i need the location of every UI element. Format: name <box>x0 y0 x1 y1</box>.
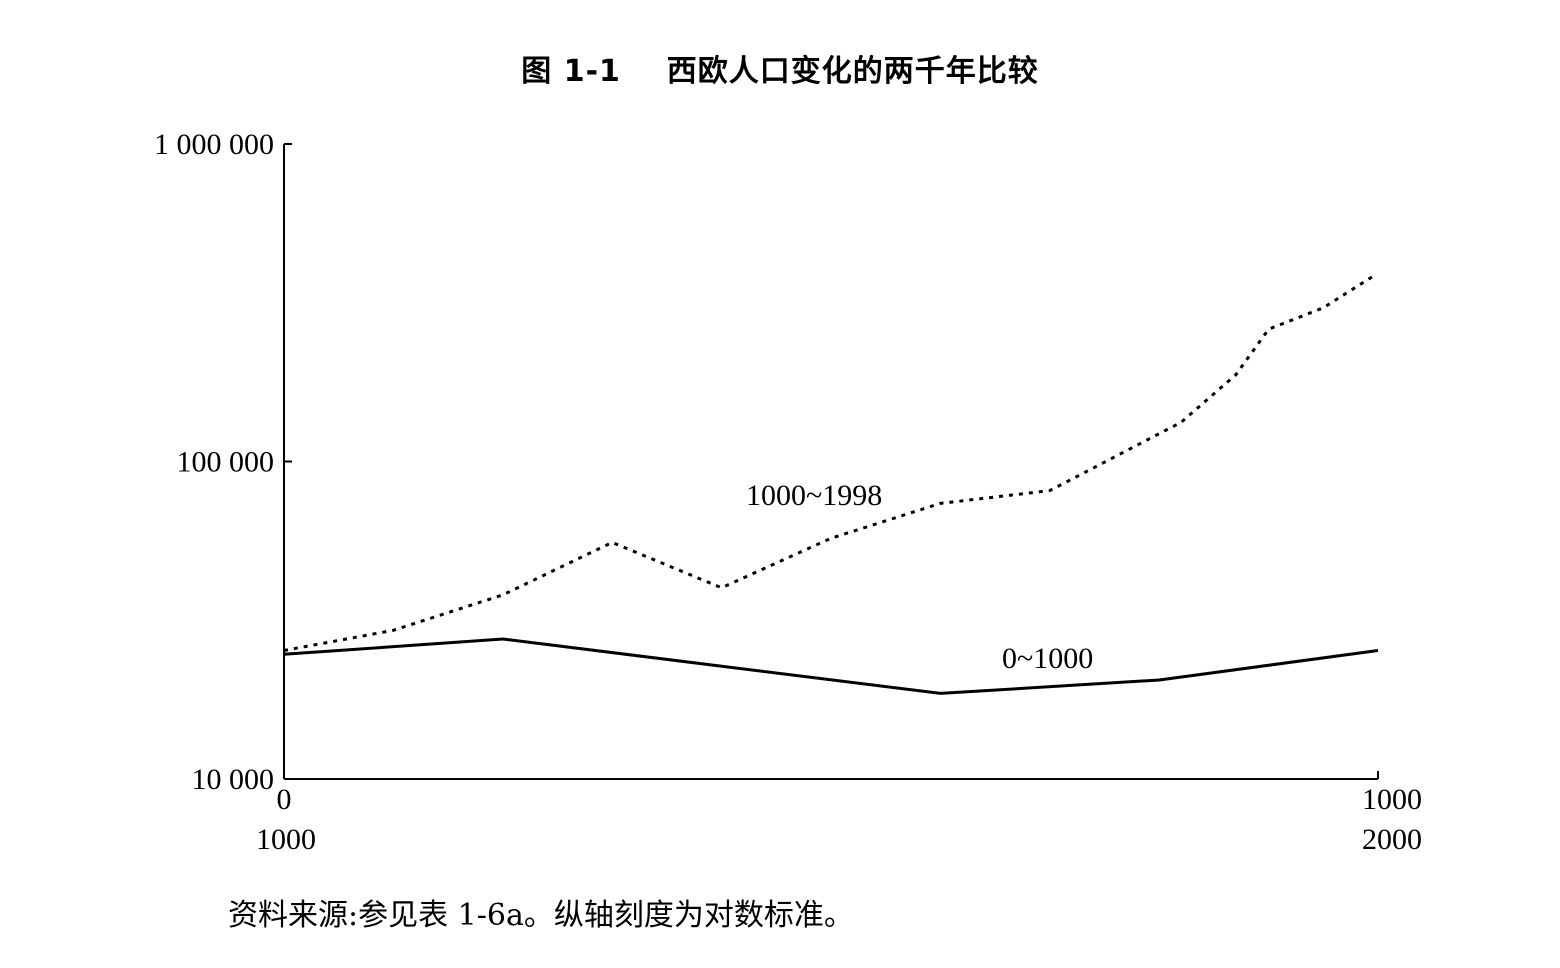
series-labels: 0~1000 1000~1998 <box>746 479 1093 675</box>
x-tick-label: 0 <box>277 783 292 816</box>
x-ticks: 0 1000 1000 2000 <box>256 771 1422 856</box>
x-tick-label: 1000 <box>1362 783 1422 816</box>
x-tick-alt-label: 2000 <box>1362 823 1422 856</box>
series-line-first-millennium <box>283 637 1379 695</box>
source-note: 资料来源:参见表 1-6a。纵轴刻度为对数标准。 <box>228 898 854 933</box>
series-line-second-millennium <box>283 273 1377 652</box>
y-tick-label: 10 000 <box>192 763 275 796</box>
y-ticks: 10 000 100 000 1 000 000 <box>154 128 292 796</box>
series-label: 0~1000 <box>1002 642 1093 675</box>
y-tick-label: 1 000 000 <box>154 128 274 161</box>
series-lines <box>283 273 1379 695</box>
series-label: 1000~1998 <box>746 479 882 512</box>
chart-axes <box>283 144 1378 780</box>
x-tick-alt-label: 1000 <box>256 823 316 856</box>
y-tick-label: 100 000 <box>177 446 275 479</box>
chart-title: 图 1-1 西欧人口变化的两千年比较 <box>521 54 1039 89</box>
